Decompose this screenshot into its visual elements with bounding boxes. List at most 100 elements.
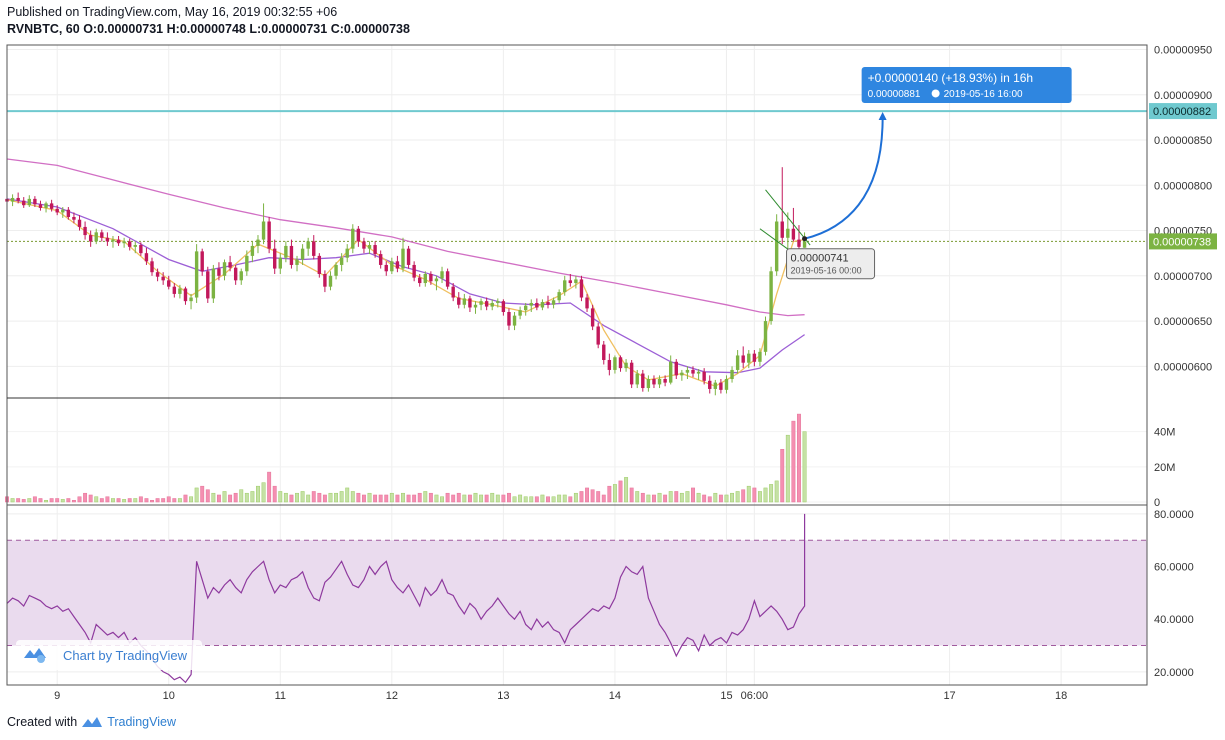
candle[interactable] [395,255,400,273]
candle[interactable] [351,224,355,254]
candle[interactable] [445,268,450,290]
candle[interactable] [418,273,422,287]
candle[interactable] [708,375,712,394]
candle[interactable] [16,192,20,204]
candle[interactable] [730,366,734,383]
candle[interactable] [312,235,316,260]
candle[interactable] [155,268,160,282]
candle[interactable] [72,212,76,224]
candle[interactable] [139,242,143,256]
candle[interactable] [167,275,171,290]
candle[interactable] [406,245,411,269]
candle[interactable] [423,271,427,287]
candle[interactable] [780,167,784,245]
candle[interactable] [206,266,210,303]
candle[interactable] [434,275,439,291]
candle[interactable] [535,298,539,311]
candle[interactable] [763,316,768,356]
candle[interactable] [367,241,372,255]
candle[interactable] [680,369,684,381]
candle[interactable] [657,375,662,389]
candle[interactable] [451,283,455,302]
candle[interactable] [702,368,706,385]
candle[interactable] [774,214,779,276]
candle[interactable] [22,197,26,208]
candle[interactable] [696,369,701,380]
candle[interactable] [574,275,578,289]
candle[interactable] [245,250,249,276]
candle[interactable] [144,247,149,265]
candle[interactable] [233,264,238,285]
candle[interactable] [362,237,366,254]
candle[interactable] [501,299,506,316]
candle[interactable] [105,232,110,246]
candle[interactable] [61,207,65,218]
candle[interactable] [429,271,433,285]
candle[interactable] [724,375,729,394]
candle[interactable] [741,346,745,369]
watermark-text[interactable]: Chart by TradingView [63,648,188,663]
candle[interactable] [401,237,405,273]
candle[interactable] [719,378,723,394]
candle[interactable] [613,355,617,374]
candle[interactable] [518,306,522,320]
candle[interactable] [77,215,82,231]
candle[interactable] [261,203,266,245]
candle[interactable] [323,270,327,293]
candle[interactable] [94,228,98,245]
candle[interactable] [641,369,645,392]
candle[interactable] [462,293,467,309]
trend-line[interactable] [765,189,811,246]
candle[interactable] [356,226,361,247]
candle[interactable] [585,293,589,313]
candle[interactable] [663,375,667,387]
candle[interactable] [629,359,634,389]
candle[interactable] [652,375,656,389]
candle[interactable] [306,237,310,256]
candle[interactable] [239,268,243,285]
candle[interactable] [122,237,126,248]
candle[interactable] [786,212,790,254]
candle[interactable] [44,201,48,213]
candle[interactable] [523,302,528,316]
candle[interactable] [83,221,87,240]
candle[interactable] [674,359,678,379]
candle[interactable] [691,366,695,378]
candle[interactable] [278,253,282,274]
candle[interactable] [284,241,288,263]
candle[interactable] [38,200,43,211]
candle[interactable] [267,216,271,254]
candle[interactable] [10,194,15,207]
candle[interactable] [66,207,71,220]
candle[interactable] [496,298,500,308]
candle[interactable] [328,271,333,291]
candle[interactable] [88,230,93,247]
candle[interactable] [607,353,612,376]
candle[interactable] [563,275,567,296]
candle[interactable] [529,299,533,313]
candle[interactable] [546,295,550,309]
candle[interactable] [334,262,338,280]
candle[interactable] [618,355,623,372]
candle[interactable] [551,297,556,309]
candle[interactable] [468,295,472,313]
candle[interactable] [150,257,154,276]
candle[interactable] [473,301,478,314]
candle[interactable] [172,283,177,298]
candle[interactable] [189,293,193,310]
candle[interactable] [317,253,322,278]
anchor-point[interactable] [802,236,808,242]
candle[interactable] [390,257,394,274]
candle[interactable] [55,205,59,216]
candle[interactable] [250,241,255,263]
candle[interactable] [758,348,762,367]
candle[interactable] [222,259,227,281]
candle[interactable] [49,199,54,212]
candle[interactable] [735,350,740,374]
candle[interactable] [668,355,673,385]
candle[interactable] [602,340,606,365]
candle[interactable] [27,195,32,208]
candle[interactable] [540,299,545,311]
candle[interactable] [161,272,165,285]
